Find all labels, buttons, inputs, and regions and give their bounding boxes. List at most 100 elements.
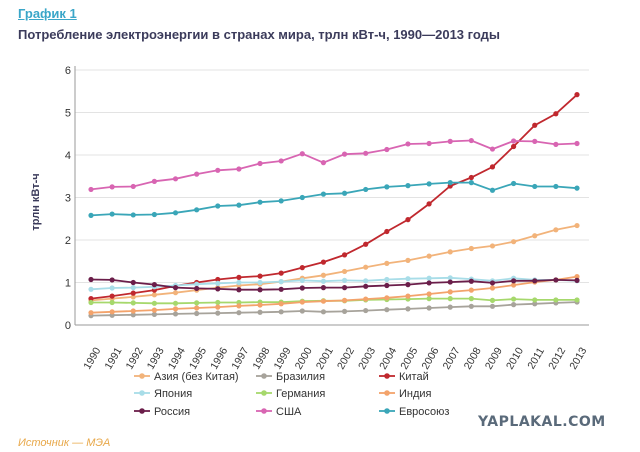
series-2-point <box>511 143 517 150</box>
series-2-point <box>341 252 348 258</box>
series-8-point <box>426 181 432 187</box>
series-7-point <box>553 141 559 147</box>
legend-label: Китай <box>399 371 429 383</box>
series-6-point <box>236 287 242 293</box>
series-8-point <box>341 190 348 196</box>
series-6-point <box>88 276 94 283</box>
series-6-point <box>130 279 136 286</box>
series-3-point <box>88 286 94 292</box>
series-4-point <box>574 297 580 303</box>
x-tick-label: 1998 <box>250 345 272 371</box>
series-1-point <box>341 308 348 314</box>
legend-label: Евросоюз <box>399 406 449 418</box>
x-tick-label: 2004 <box>377 345 399 371</box>
series-3-point <box>341 277 348 283</box>
legend-label: Япония <box>154 388 192 400</box>
series-8-point <box>172 210 179 216</box>
x-tick-label: 2010 <box>504 345 526 371</box>
series-6-point <box>447 279 453 285</box>
series-8-point <box>88 212 94 218</box>
series-2-point <box>405 217 411 223</box>
y-tick-label: 0 <box>65 320 71 332</box>
series-5-point <box>511 282 517 288</box>
series-5-point <box>236 303 242 309</box>
legend-label: Германия <box>276 388 325 400</box>
series-5-point <box>574 273 580 280</box>
y-tick-label: 1 <box>65 278 71 290</box>
series-3-point <box>447 275 453 281</box>
series-3-point <box>363 278 369 284</box>
series-1-point <box>257 309 263 315</box>
series-2-point <box>88 296 94 302</box>
series-6-point <box>257 287 263 293</box>
series-8-point <box>320 191 327 197</box>
series-2-point <box>384 228 390 235</box>
series-5-point <box>130 308 136 314</box>
x-tick-label: 2001 <box>314 345 336 371</box>
x-tick-label: 1993 <box>145 345 167 371</box>
series-6-point <box>363 283 369 289</box>
series-0-point <box>532 233 538 239</box>
series-4-point <box>215 299 221 306</box>
series-8-point <box>447 180 453 186</box>
series-8-point <box>532 183 538 190</box>
x-tick-label: 2009 <box>483 345 505 371</box>
x-tick-label: 2012 <box>546 345 568 371</box>
series-3-point <box>405 276 411 282</box>
series-7-point <box>426 140 432 147</box>
series-7-point <box>384 146 390 153</box>
legend-swatch-marker <box>261 390 267 396</box>
series-0-line <box>90 224 578 302</box>
series-4-point <box>151 300 157 306</box>
series-8-point <box>363 186 369 193</box>
series-6-point <box>405 282 411 288</box>
series-6-point <box>320 285 327 291</box>
x-tick-label: 2005 <box>398 345 420 371</box>
x-tick-label: 2013 <box>567 345 589 371</box>
series-7-point <box>130 183 136 190</box>
series-7-point <box>320 160 327 166</box>
y-tick-label: 3 <box>65 193 71 205</box>
series-8-point <box>299 194 305 201</box>
series-5-point <box>194 305 200 311</box>
legend-swatch-marker <box>261 408 267 414</box>
series-8-point <box>151 211 157 218</box>
series-2-point <box>426 201 432 207</box>
series-0-point <box>363 264 369 270</box>
series-5-point <box>88 310 94 316</box>
series-8-point <box>468 180 474 186</box>
series-5-point <box>151 307 157 313</box>
legend-swatch-marker <box>139 373 145 379</box>
series-1-point <box>489 303 496 309</box>
x-tick-labels: 1990 1991 1992 1993 1994 1995 1996 1997 1998 1999… <box>81 345 589 371</box>
series-4-point <box>468 296 474 302</box>
series-2-point <box>278 270 284 276</box>
series-4-point <box>511 296 517 302</box>
series-6-point <box>299 285 305 291</box>
series-7-point <box>172 176 179 182</box>
legend-swatch-marker <box>139 390 145 396</box>
series-8-point <box>489 187 496 193</box>
series-6-point <box>109 277 115 283</box>
legend-label: Бразилия <box>276 371 325 383</box>
series-7-point <box>215 167 221 173</box>
series-8-point <box>553 183 559 190</box>
series-0-point <box>553 227 559 233</box>
series-2-point <box>257 273 263 279</box>
legend-label: Индия <box>399 388 432 400</box>
series-5-point <box>447 289 453 295</box>
series-4-point <box>194 300 200 306</box>
x-tick-label: 2000 <box>293 345 315 371</box>
series-6-point <box>151 282 157 288</box>
x-tick-label: 1991 <box>102 345 124 371</box>
series-5-point <box>320 298 327 304</box>
legend-swatch-marker <box>139 408 145 414</box>
series-3-point <box>194 281 200 287</box>
series-3-point <box>278 279 284 285</box>
x-tick-label: 1994 <box>166 345 188 371</box>
legend: Азия (без Китая) Бразилия Китай Япония Герма… <box>134 371 449 418</box>
series-5-point <box>215 304 221 310</box>
series-1-point <box>299 308 305 314</box>
x-tick-label: 1990 <box>81 345 103 371</box>
series-7-point <box>257 160 263 167</box>
